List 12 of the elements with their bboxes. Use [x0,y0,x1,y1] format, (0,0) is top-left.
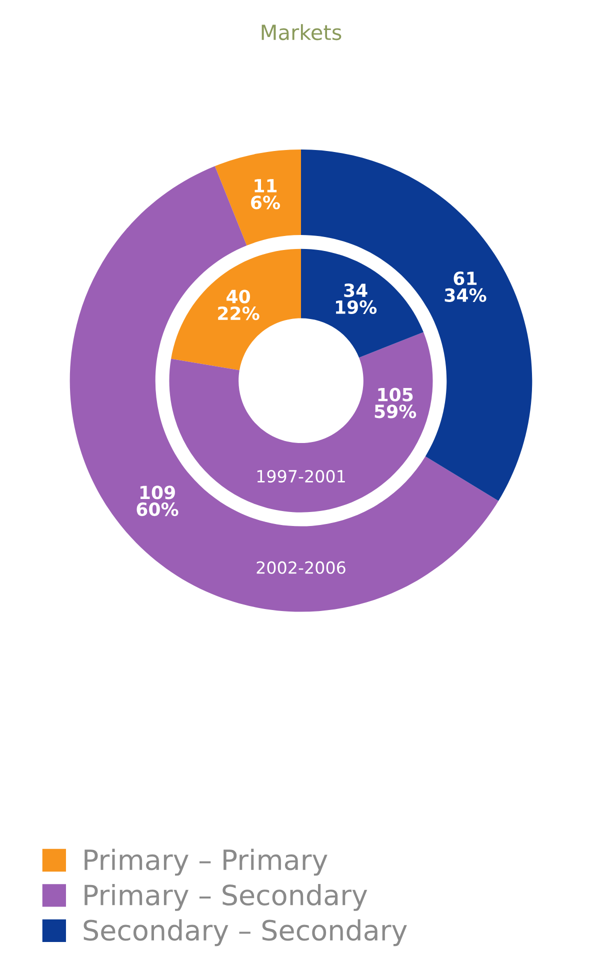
chart-title: Markets [262,24,342,40]
data-label: 61 34% [444,272,486,302]
legend-label: Primary – Primary [84,848,328,876]
data-label: 105 59% [374,388,416,418]
data-label: 109 60% [136,486,178,516]
legend-label: Primary – Secondary [84,884,368,911]
data-label: 34 19% [336,284,377,314]
legend-label: Secondary – Secondary [84,919,407,946]
data-label: 11 6% [251,179,280,210]
slice-label: 1997-2001 [257,470,345,483]
slice-label: 2002-2006 [256,561,346,574]
data-label: 40 22% [218,290,260,320]
